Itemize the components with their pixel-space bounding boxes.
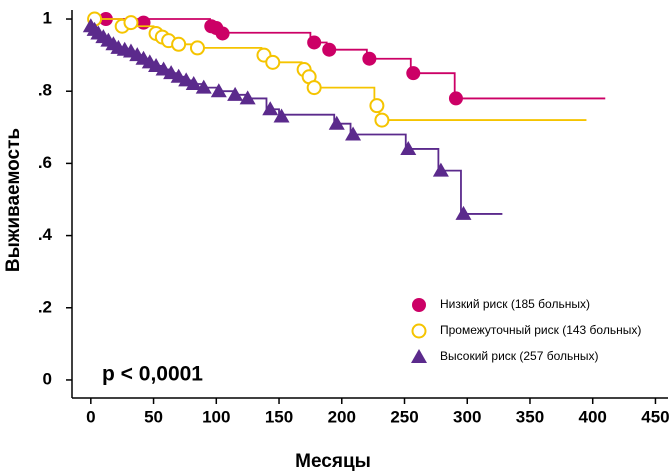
censor-marker <box>123 15 139 31</box>
x-tick-label: 0 <box>86 407 95 426</box>
legend-marker <box>411 323 427 339</box>
x-tick-label: 400 <box>579 407 607 426</box>
censor-marker <box>262 101 279 116</box>
censor-marker <box>189 40 205 56</box>
x-tick-label: 50 <box>144 407 163 426</box>
x-tick-label: 200 <box>328 407 356 426</box>
y-tick-label: 1 <box>43 9 52 28</box>
censor-marker <box>345 126 362 141</box>
legend-marker <box>412 298 426 312</box>
censor-marker <box>432 162 449 177</box>
censor-marker <box>185 75 202 90</box>
censor-marker <box>171 36 187 52</box>
x-tick-label: 300 <box>453 407 481 426</box>
censor-marker <box>307 35 322 50</box>
x-axis-title: Месяцы <box>295 451 371 472</box>
legend-label: Высокий риск (257 больных) <box>440 349 599 363</box>
y-tick-label: 0 <box>43 369 52 388</box>
y-tick-label: .4 <box>38 225 53 244</box>
censor-marker <box>374 112 390 128</box>
x-tick-label: 350 <box>516 407 544 426</box>
censor-marker <box>306 80 322 96</box>
censor-marker <box>195 79 212 94</box>
survival-curve <box>90 18 606 100</box>
censor-marker <box>400 140 417 155</box>
censor-marker <box>239 90 256 105</box>
censor-marker <box>322 42 337 57</box>
censor-marker <box>328 115 345 130</box>
censor-marker <box>455 205 472 220</box>
censor-marker <box>273 108 290 123</box>
x-tick-label: 250 <box>390 407 418 426</box>
censor-marker <box>448 91 463 106</box>
censor-marker <box>369 98 385 114</box>
x-tick-label: 150 <box>265 407 293 426</box>
censor-marker <box>136 15 151 30</box>
y-axis-title: Выживаемость <box>3 128 24 272</box>
censor-marker <box>362 51 377 66</box>
y-tick-label: .6 <box>38 153 52 172</box>
legend-label: Низкий риск (185 больных) <box>440 297 590 311</box>
censor-marker <box>215 26 230 41</box>
x-tick-label: 450 <box>641 407 669 426</box>
legend-label: Промежуточный риск (143 больных) <box>440 323 641 337</box>
censor-marker <box>210 83 227 98</box>
censor-marker <box>227 86 244 101</box>
y-tick-label: .8 <box>38 81 52 100</box>
censor-marker <box>265 54 281 70</box>
y-tick-label: .2 <box>38 297 52 316</box>
legend-marker <box>411 349 427 363</box>
p-value: p < 0,0001 <box>102 363 203 386</box>
censor-marker <box>406 66 421 81</box>
x-tick-label: 100 <box>202 407 230 426</box>
